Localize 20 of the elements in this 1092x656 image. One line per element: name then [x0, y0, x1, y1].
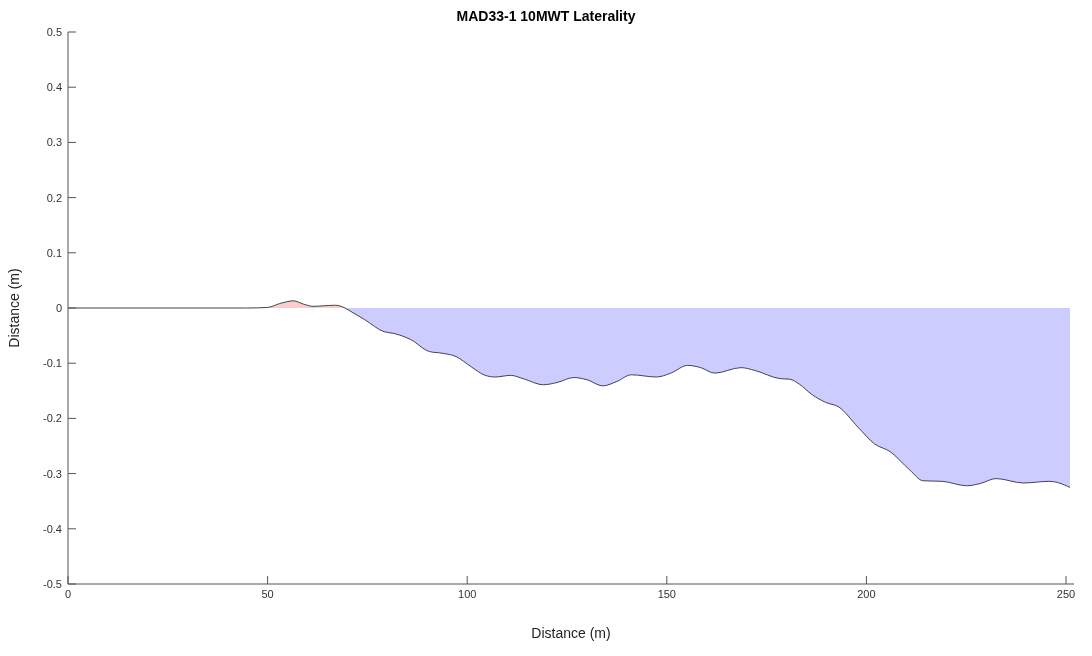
y-tick-label: -0.3	[43, 467, 62, 480]
y-tick-label: -0.4	[43, 522, 62, 535]
y-axis-title: Distance (m)	[5, 268, 22, 348]
x-tick-label: 200	[857, 587, 876, 600]
y-tick-label: 0.1	[46, 246, 62, 259]
y-tick-label: -0.1	[43, 357, 62, 370]
y-tick-label: 0.2	[46, 191, 62, 204]
y-tick-label: 0.4	[46, 81, 62, 94]
chart-title: MAD33-1 10MWT Laterality	[455, 8, 637, 24]
x-tick-label: 50	[261, 587, 274, 600]
y-tick-label: 0.5	[46, 25, 62, 38]
x-tick-label: 250	[1056, 587, 1076, 600]
y-tick-label: 0.3	[46, 136, 62, 149]
x-tick-label: 0	[64, 587, 72, 600]
x-tick-label: 100	[458, 587, 477, 600]
x-axis-title: Distance (m)	[531, 625, 611, 641]
y-tick-label: -0.2	[43, 412, 62, 425]
y-tick-label: -0.5	[43, 577, 62, 590]
x-tick-label: 150	[657, 587, 676, 600]
y-tick-label: 0	[55, 301, 62, 314]
